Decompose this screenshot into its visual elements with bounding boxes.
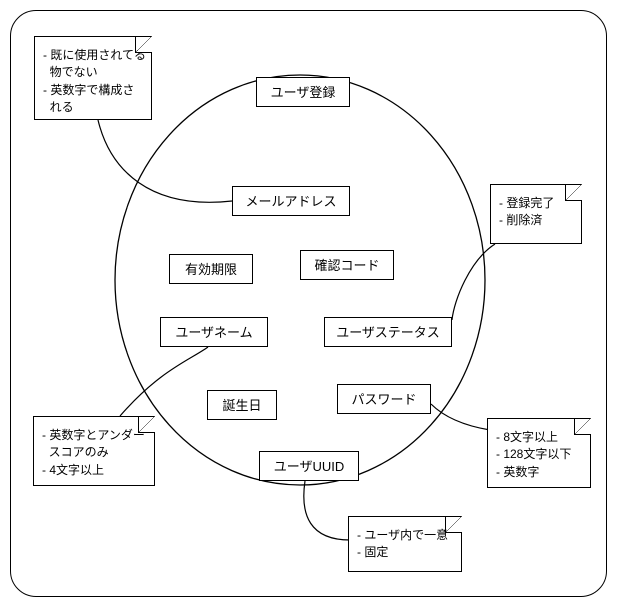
note-line: - 英数字 xyxy=(496,464,582,481)
note-line: 物でない xyxy=(43,64,143,81)
note-username: - 英数字とアンダー スコアのみ- 4文字以上 xyxy=(33,416,155,486)
note-fold-icon xyxy=(565,184,582,201)
note-fold-icon xyxy=(138,416,155,433)
note-line: - 128文字以下 xyxy=(496,446,582,463)
note-line: - 英数字で構成さ xyxy=(43,82,143,99)
note-line: - 英数字とアンダー xyxy=(42,427,146,444)
note-line: スコアのみ xyxy=(42,444,146,461)
node-password: パスワード xyxy=(337,384,431,414)
note-line: - 既に使用されてる xyxy=(43,47,143,64)
note-fold-icon xyxy=(574,418,591,435)
note-password: - 8文字以上- 128文字以下- 英数字 xyxy=(487,418,591,488)
note-fold-icon xyxy=(445,516,462,533)
note-uuid: - ユーザ内で一意- 固定 xyxy=(348,516,462,572)
note-line: - 8文字以上 xyxy=(496,429,582,446)
note-line: れる xyxy=(43,99,143,116)
note-line: - 削除済 xyxy=(499,212,573,229)
note-email: - 既に使用されてる 物でない- 英数字で構成さ れる xyxy=(34,36,152,120)
node-email: メールアドレス xyxy=(232,186,350,216)
note-line: - 登録完了 xyxy=(499,195,573,212)
node-uuid: ユーザUUID xyxy=(259,451,359,481)
node-username: ユーザネーム xyxy=(160,317,268,347)
node-status: ユーザステータス xyxy=(324,317,452,347)
node-code: 確認コード xyxy=(300,250,394,280)
note-line: - 固定 xyxy=(357,544,453,561)
node-expire: 有効期限 xyxy=(169,254,253,284)
note-line: - 4文字以上 xyxy=(42,462,146,479)
note-fold-icon xyxy=(135,36,152,53)
node-title: ユーザ登録 xyxy=(256,77,350,107)
note-status: - 登録完了- 削除済 xyxy=(490,184,582,244)
note-line: - ユーザ内で一意 xyxy=(357,527,453,544)
node-birthday: 誕生日 xyxy=(207,390,277,420)
